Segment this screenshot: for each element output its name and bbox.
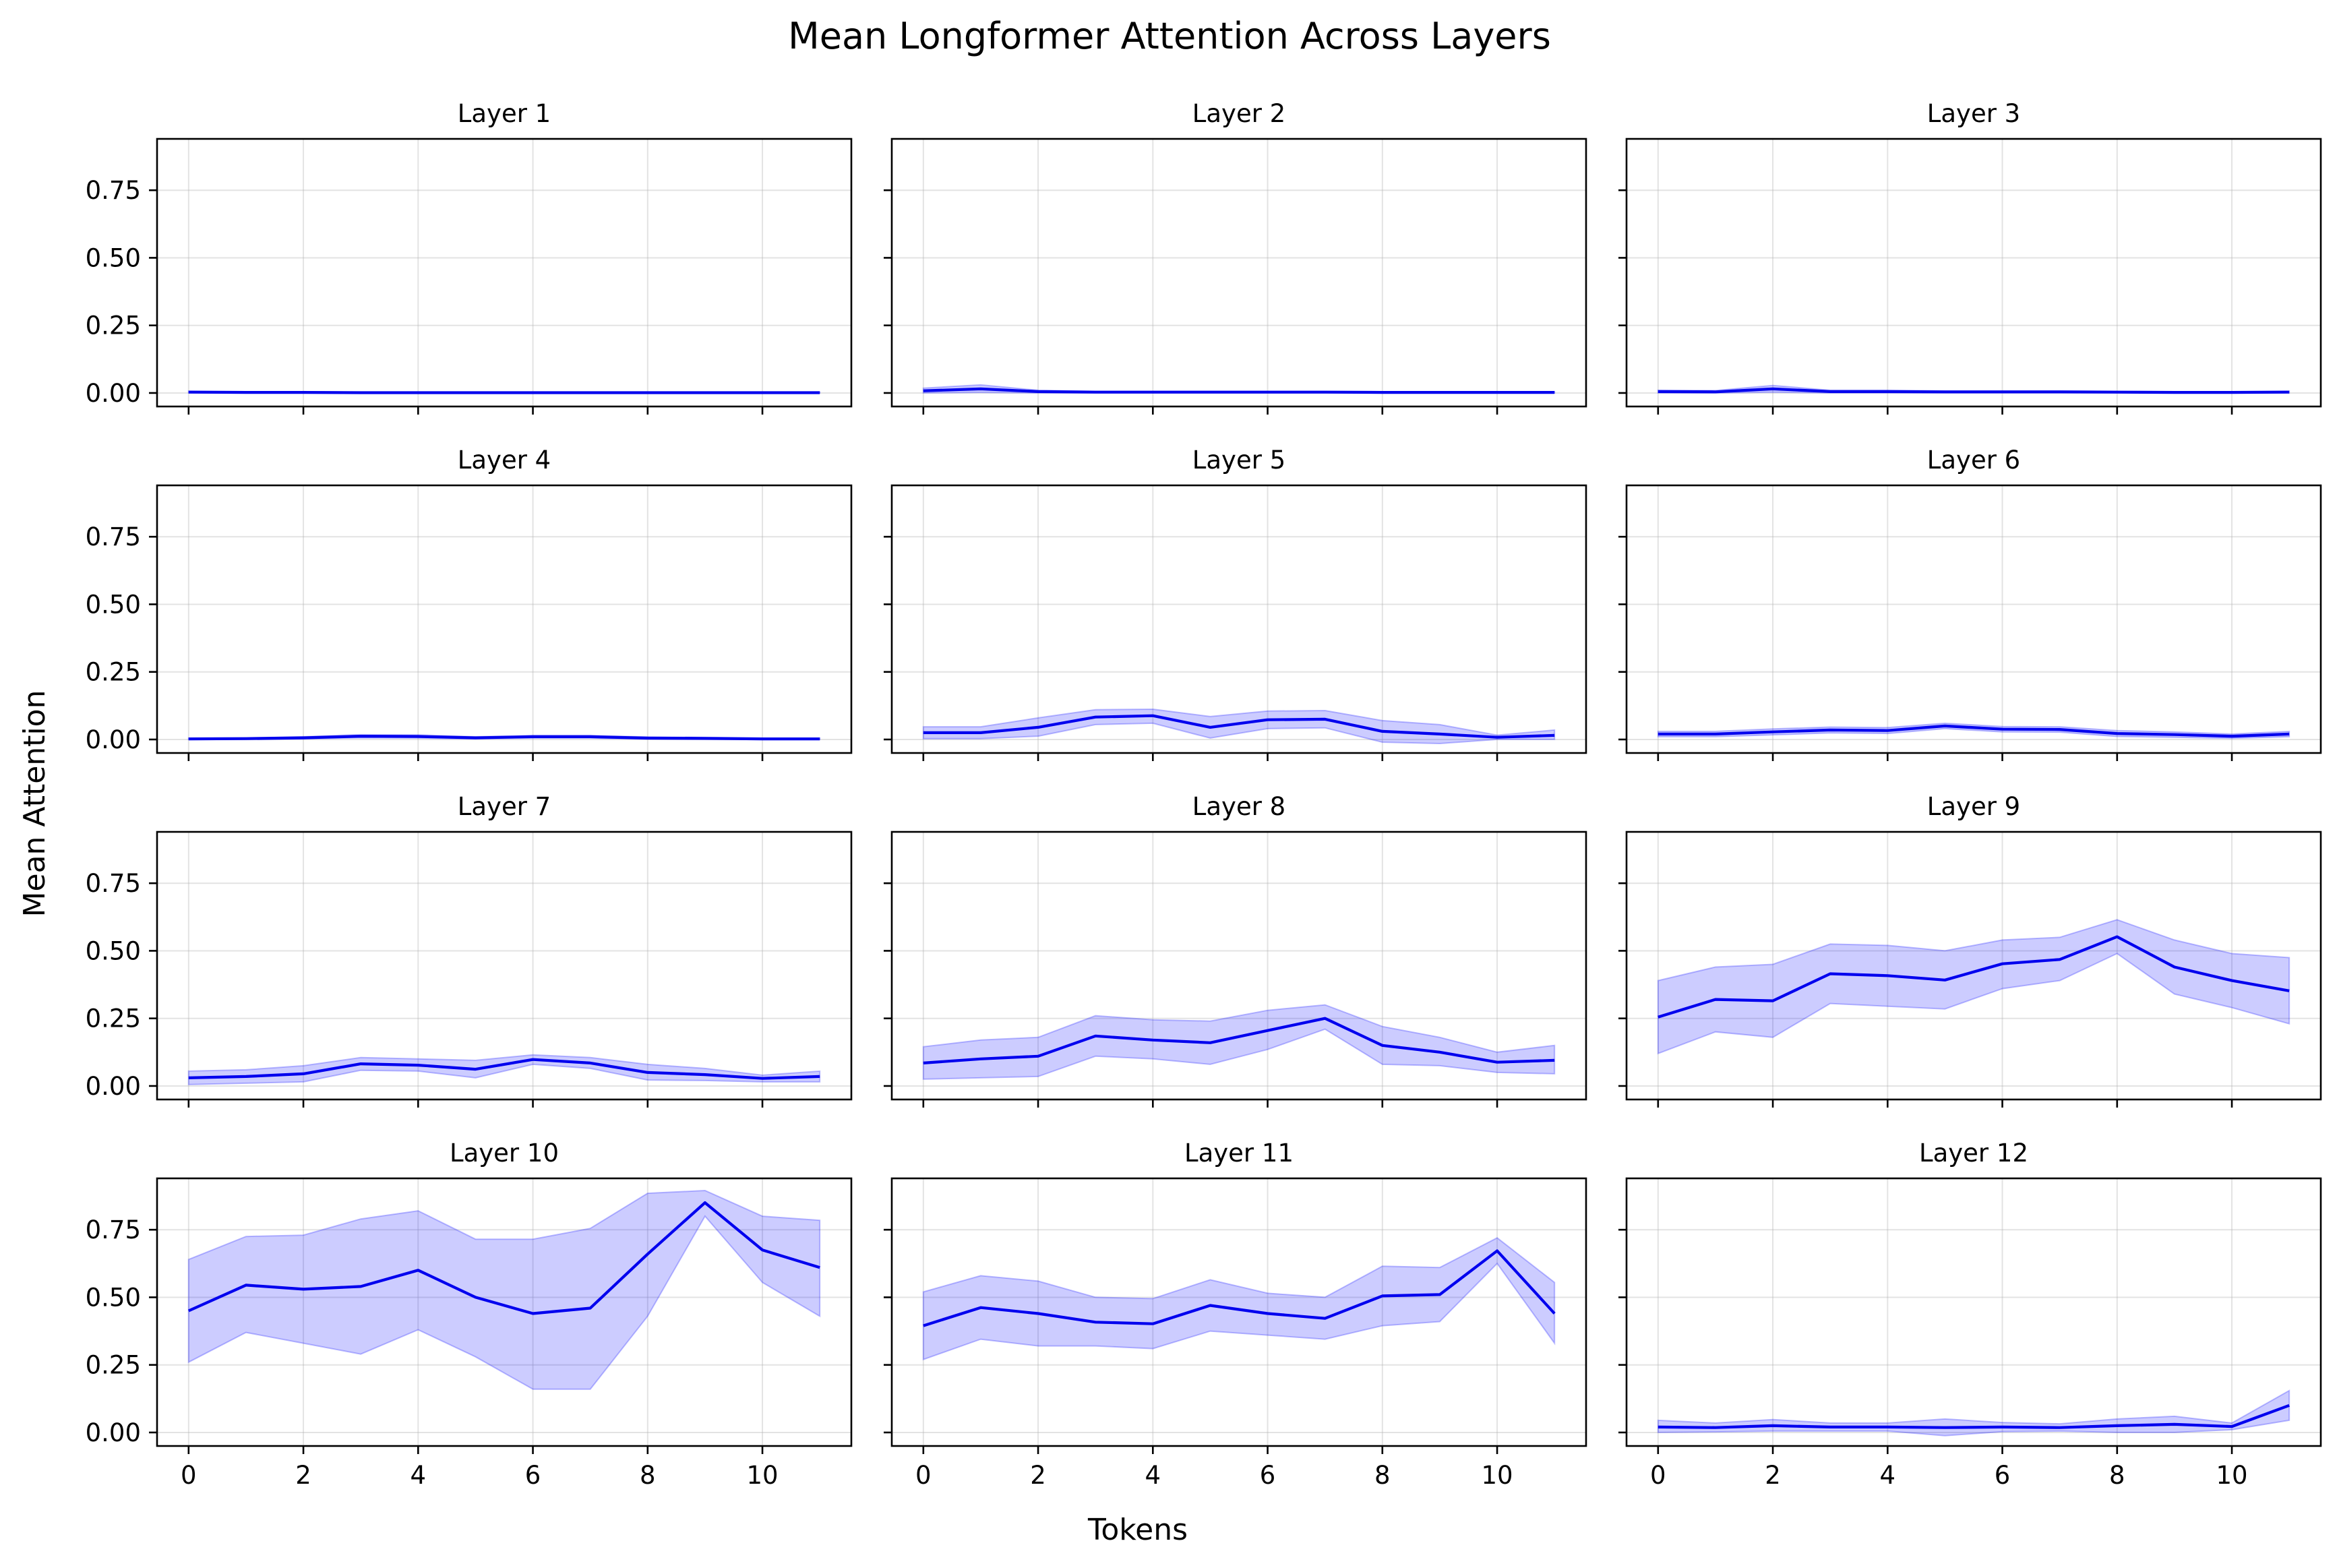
subplot-title: Layer 12 (1919, 1139, 2028, 1168)
figure-title: Mean Longformer Attention Across Layers (788, 15, 1551, 57)
axes-frame (890, 138, 1587, 408)
subplot-title: Layer 4 (458, 446, 551, 475)
x-tick-label: 2 (1030, 1461, 1046, 1490)
y-tick-label: 0.00 (86, 1072, 141, 1101)
axes-frame (1625, 1177, 2322, 1447)
subplot-layer-3: Layer 3 (1618, 99, 2322, 415)
mean-line (187, 1201, 820, 1315)
axes-frame (890, 831, 1587, 1101)
x-tick-label: 8 (640, 1461, 656, 1490)
subplot-layer-9: Layer 9 (1618, 792, 2322, 1108)
subplot-layer-6: Layer 6 (1618, 446, 2322, 761)
axes-frame (1625, 484, 2322, 754)
subplot-layer-4: Layer 4 0.00 0.25 0.50 0.75 (86, 446, 853, 761)
y-tick-label: 0.50 (86, 243, 141, 272)
mean-line (188, 390, 820, 394)
x-tick-label: 4 (411, 1461, 427, 1490)
band-area (922, 1237, 1556, 1361)
x-tick-label: 2 (1765, 1461, 1781, 1490)
y-tick-label: 0.25 (86, 658, 141, 687)
y-tick-label: 0.00 (86, 725, 141, 754)
mean-line (188, 1058, 820, 1080)
axes-frame (156, 831, 853, 1101)
subplot-title: Layer 2 (1192, 99, 1285, 128)
x-tick-label: 10 (1482, 1461, 1513, 1490)
x-tick-label: 0 (181, 1461, 197, 1490)
subplot-title: Layer 8 (1192, 792, 1285, 821)
subplot-title: Layer 1 (458, 99, 551, 128)
subplot-layer-8: Layer 8 (884, 792, 1587, 1108)
x-tick-label: 10 (2216, 1461, 2248, 1490)
subplot-title: Layer 7 (458, 792, 551, 821)
axes-frame (890, 1177, 1587, 1447)
x-tick-label: 8 (1374, 1461, 1391, 1490)
y-tick-label: 0.00 (86, 1418, 141, 1447)
y-tick-label: 0.25 (86, 1004, 141, 1033)
mean-line (1658, 1404, 2290, 1429)
x-tick-label: 0 (915, 1461, 932, 1490)
subplot-title: Layer 11 (1184, 1139, 1294, 1168)
mean-line (923, 1017, 1555, 1064)
axes-frame (890, 484, 1587, 754)
x-tick-label: 4 (1145, 1461, 1161, 1490)
subplot-title: Layer 6 (1927, 446, 2020, 475)
y-tick-label: 0.75 (86, 176, 141, 205)
axes-frame (1625, 831, 2322, 1101)
band-area (922, 708, 1556, 745)
subplot-title: Layer 5 (1192, 446, 1285, 475)
subplot-layer-10: Layer 10 0.00 0.25 0.50 0.75 0 2 4 6 8 10 (86, 1139, 853, 1490)
subplot-title: Layer 10 (450, 1139, 559, 1168)
y-tick-label: 0.00 (86, 379, 141, 408)
subplot-layer-7: Layer 7 0.00 0.25 0.50 0.75 (86, 792, 853, 1108)
y-tick-label: 0.75 (86, 1215, 141, 1244)
y-axis-label: Mean Attention (18, 690, 52, 917)
x-tick-label: 6 (1995, 1461, 2011, 1490)
y-tick-label: 0.75 (86, 522, 141, 551)
band-area (922, 1004, 1556, 1080)
subplot-layer-12: Layer 12 0 2 4 6 8 10 (1618, 1139, 2322, 1490)
y-tick-label: 0.50 (86, 1283, 141, 1312)
y-tick-label: 0.25 (86, 1351, 141, 1380)
x-tick-label: 8 (2109, 1461, 2125, 1490)
axes-frame (1625, 138, 2322, 408)
x-tick-label: 2 (295, 1461, 311, 1490)
x-tick-label: 6 (1260, 1461, 1276, 1490)
subplot-layer-2: Layer 2 (884, 99, 1587, 415)
y-tick-label: 0.50 (86, 590, 141, 619)
subplot-title: Layer 3 (1927, 99, 2020, 128)
subplot-layer-5: Layer 5 (884, 446, 1587, 761)
subplot-grid: Layer 1 0.00 0.25 0.50 0.75 Layer 2 Layer 3 Lay… (86, 99, 2322, 1490)
x-tick-label: 0 (1650, 1461, 1666, 1490)
band-area (187, 1054, 821, 1085)
mean-line (923, 714, 1555, 739)
x-tick-label: 4 (1880, 1461, 1896, 1490)
x-tick-label: 10 (747, 1461, 779, 1490)
subplot-layer-11: Layer 11 0 2 4 6 8 10 (884, 1139, 1587, 1490)
mean-line (923, 387, 1555, 394)
mean-line (1658, 387, 2290, 394)
mean-line (923, 1249, 1556, 1327)
y-tick-label: 0.25 (86, 311, 141, 340)
x-axis-label: Tokens (1087, 1513, 1188, 1547)
subplot-title: Layer 9 (1927, 792, 2020, 821)
band-area (1657, 919, 2290, 1055)
x-tick-label: 6 (525, 1461, 541, 1490)
axes-frame (156, 484, 853, 754)
mean-line (188, 734, 820, 741)
y-tick-label: 0.50 (86, 936, 141, 965)
mean-line (1658, 935, 2290, 1019)
subplot-layer-1: Layer 1 0.00 0.25 0.50 0.75 (86, 99, 853, 415)
axes-frame (156, 138, 853, 408)
y-tick-label: 0.75 (86, 869, 141, 898)
band-area (1657, 1389, 2290, 1437)
axes-frame (156, 1177, 853, 1447)
mean-line (1658, 724, 2290, 738)
